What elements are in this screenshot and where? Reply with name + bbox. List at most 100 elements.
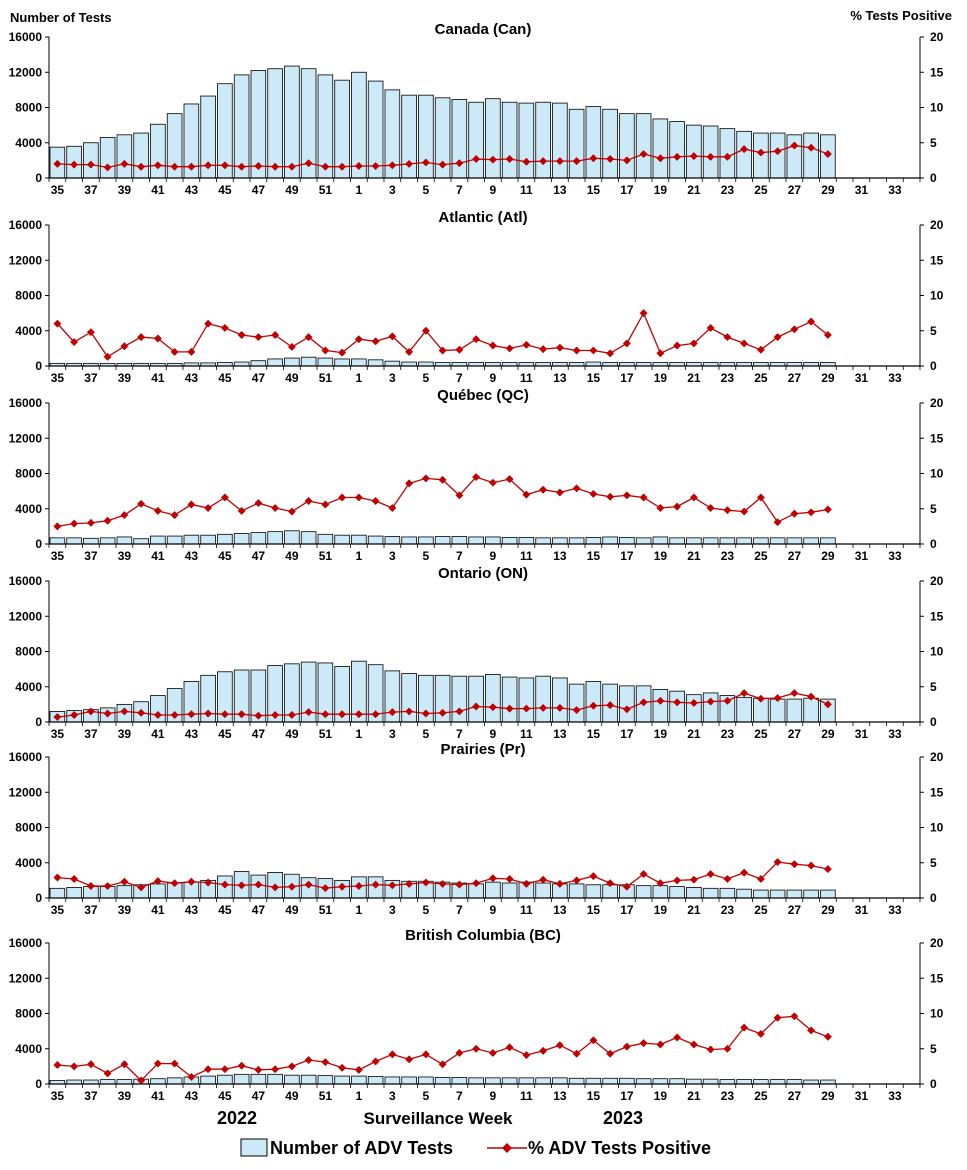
pct-marker: [354, 162, 363, 170]
pct-marker: [86, 882, 95, 890]
left-tick-label: 0: [35, 715, 42, 729]
pct-marker: [103, 882, 112, 890]
right-tick-label: 0: [930, 715, 937, 729]
bar: [702, 125, 719, 179]
x-tick-label: 25: [754, 727, 768, 741]
x-tick-label: 33: [888, 183, 902, 197]
bar: [317, 533, 334, 545]
x-tick-label: 3: [389, 549, 396, 563]
x-tick-label: 43: [185, 903, 199, 917]
pct-marker: [522, 879, 531, 888]
pct-marker: [421, 158, 430, 167]
x-tick-label: 41: [151, 549, 165, 563]
x-tick-label: 5: [423, 727, 430, 741]
bar: [317, 1075, 334, 1085]
x-tick-label: 19: [654, 371, 668, 385]
pct-marker: [656, 154, 665, 163]
x-tick-label: 39: [118, 371, 132, 385]
bar: [719, 1079, 736, 1085]
right-tick-label: 10: [930, 101, 944, 115]
right-tick-label: 10: [930, 821, 944, 835]
bar: [702, 692, 719, 723]
pct-marker: [790, 689, 799, 698]
x-tick-label: 7: [456, 727, 463, 741]
bar: [702, 887, 719, 899]
x-tick-label: 7: [456, 903, 463, 917]
pct-marker: [438, 160, 447, 169]
pct-marker: [673, 152, 682, 161]
pct-marker: [656, 504, 665, 512]
bar: [535, 101, 551, 179]
pct-marker: [321, 500, 330, 509]
x-tick-label: 47: [252, 371, 266, 385]
left-tick-label: 8000: [15, 467, 42, 481]
pct-marker: [639, 150, 648, 158]
pct-marker: [220, 493, 229, 502]
pct-marker: [338, 493, 347, 502]
bar: [686, 887, 702, 899]
pct-marker: [86, 160, 95, 169]
x-tick-label: 37: [84, 727, 98, 741]
x-tick-label: 35: [51, 1089, 65, 1103]
pct-marker: [120, 342, 129, 351]
pct-marker: [137, 499, 146, 508]
pct-marker: [254, 162, 263, 170]
x-tick-label: 5: [423, 1089, 430, 1103]
bar: [803, 697, 819, 723]
x-tick-label: 29: [821, 549, 835, 563]
pct-marker: [472, 335, 481, 344]
x-tick-label: 27: [788, 903, 802, 917]
pct-marker: [689, 875, 698, 884]
pct-marker: [622, 1042, 631, 1051]
right-tick-label: 15: [930, 971, 944, 985]
pct-marker: [606, 349, 615, 358]
pct-marker: [622, 491, 631, 500]
bar: [49, 537, 66, 545]
x-tick-label: 7: [456, 549, 463, 563]
pct-marker: [472, 1044, 481, 1053]
pct-marker: [271, 331, 280, 339]
right-tick-label: 5: [930, 856, 937, 870]
pct-marker: [321, 162, 330, 171]
x-tick-label: 35: [51, 727, 65, 741]
pct-marker: [153, 161, 162, 170]
pct-marker: [388, 708, 397, 717]
pct-marker: [622, 156, 631, 165]
x-tick-label: 25: [754, 183, 768, 197]
bar: [468, 101, 484, 179]
pct-marker: [455, 491, 464, 500]
pct-marker: [170, 511, 179, 520]
bar: [619, 113, 635, 179]
pct-marker: [555, 343, 564, 352]
pct-marker: [723, 506, 732, 515]
bar: [66, 537, 82, 545]
bar: [468, 1077, 484, 1085]
x-tick-label: 25: [754, 549, 768, 563]
pct-marker: [371, 1057, 380, 1066]
bar: [619, 536, 635, 545]
pct-marker: [555, 879, 564, 888]
pct-marker: [673, 876, 682, 885]
pct-marker: [321, 346, 330, 355]
bar: [434, 1076, 451, 1085]
x-tick-label: 47: [252, 727, 266, 741]
pct-marker: [790, 325, 799, 334]
pct-marker: [120, 511, 129, 520]
bar: [669, 690, 685, 723]
x-tick-label: 41: [151, 1089, 165, 1103]
right-tick-label: 15: [930, 65, 944, 79]
bar: [501, 882, 518, 899]
bar: [786, 889, 803, 899]
pct-marker: [505, 704, 514, 713]
bar: [150, 883, 166, 899]
pct-marker: [204, 1065, 213, 1074]
pct-marker: [304, 708, 313, 717]
pct-marker: [823, 150, 832, 158]
x-tick-label: 37: [84, 549, 98, 563]
pct-marker: [338, 162, 347, 171]
left-tick-label: 0: [35, 891, 42, 905]
bar: [518, 677, 535, 723]
year-label-2023: 2023: [603, 1108, 643, 1128]
x-tick-label: 27: [788, 727, 802, 741]
